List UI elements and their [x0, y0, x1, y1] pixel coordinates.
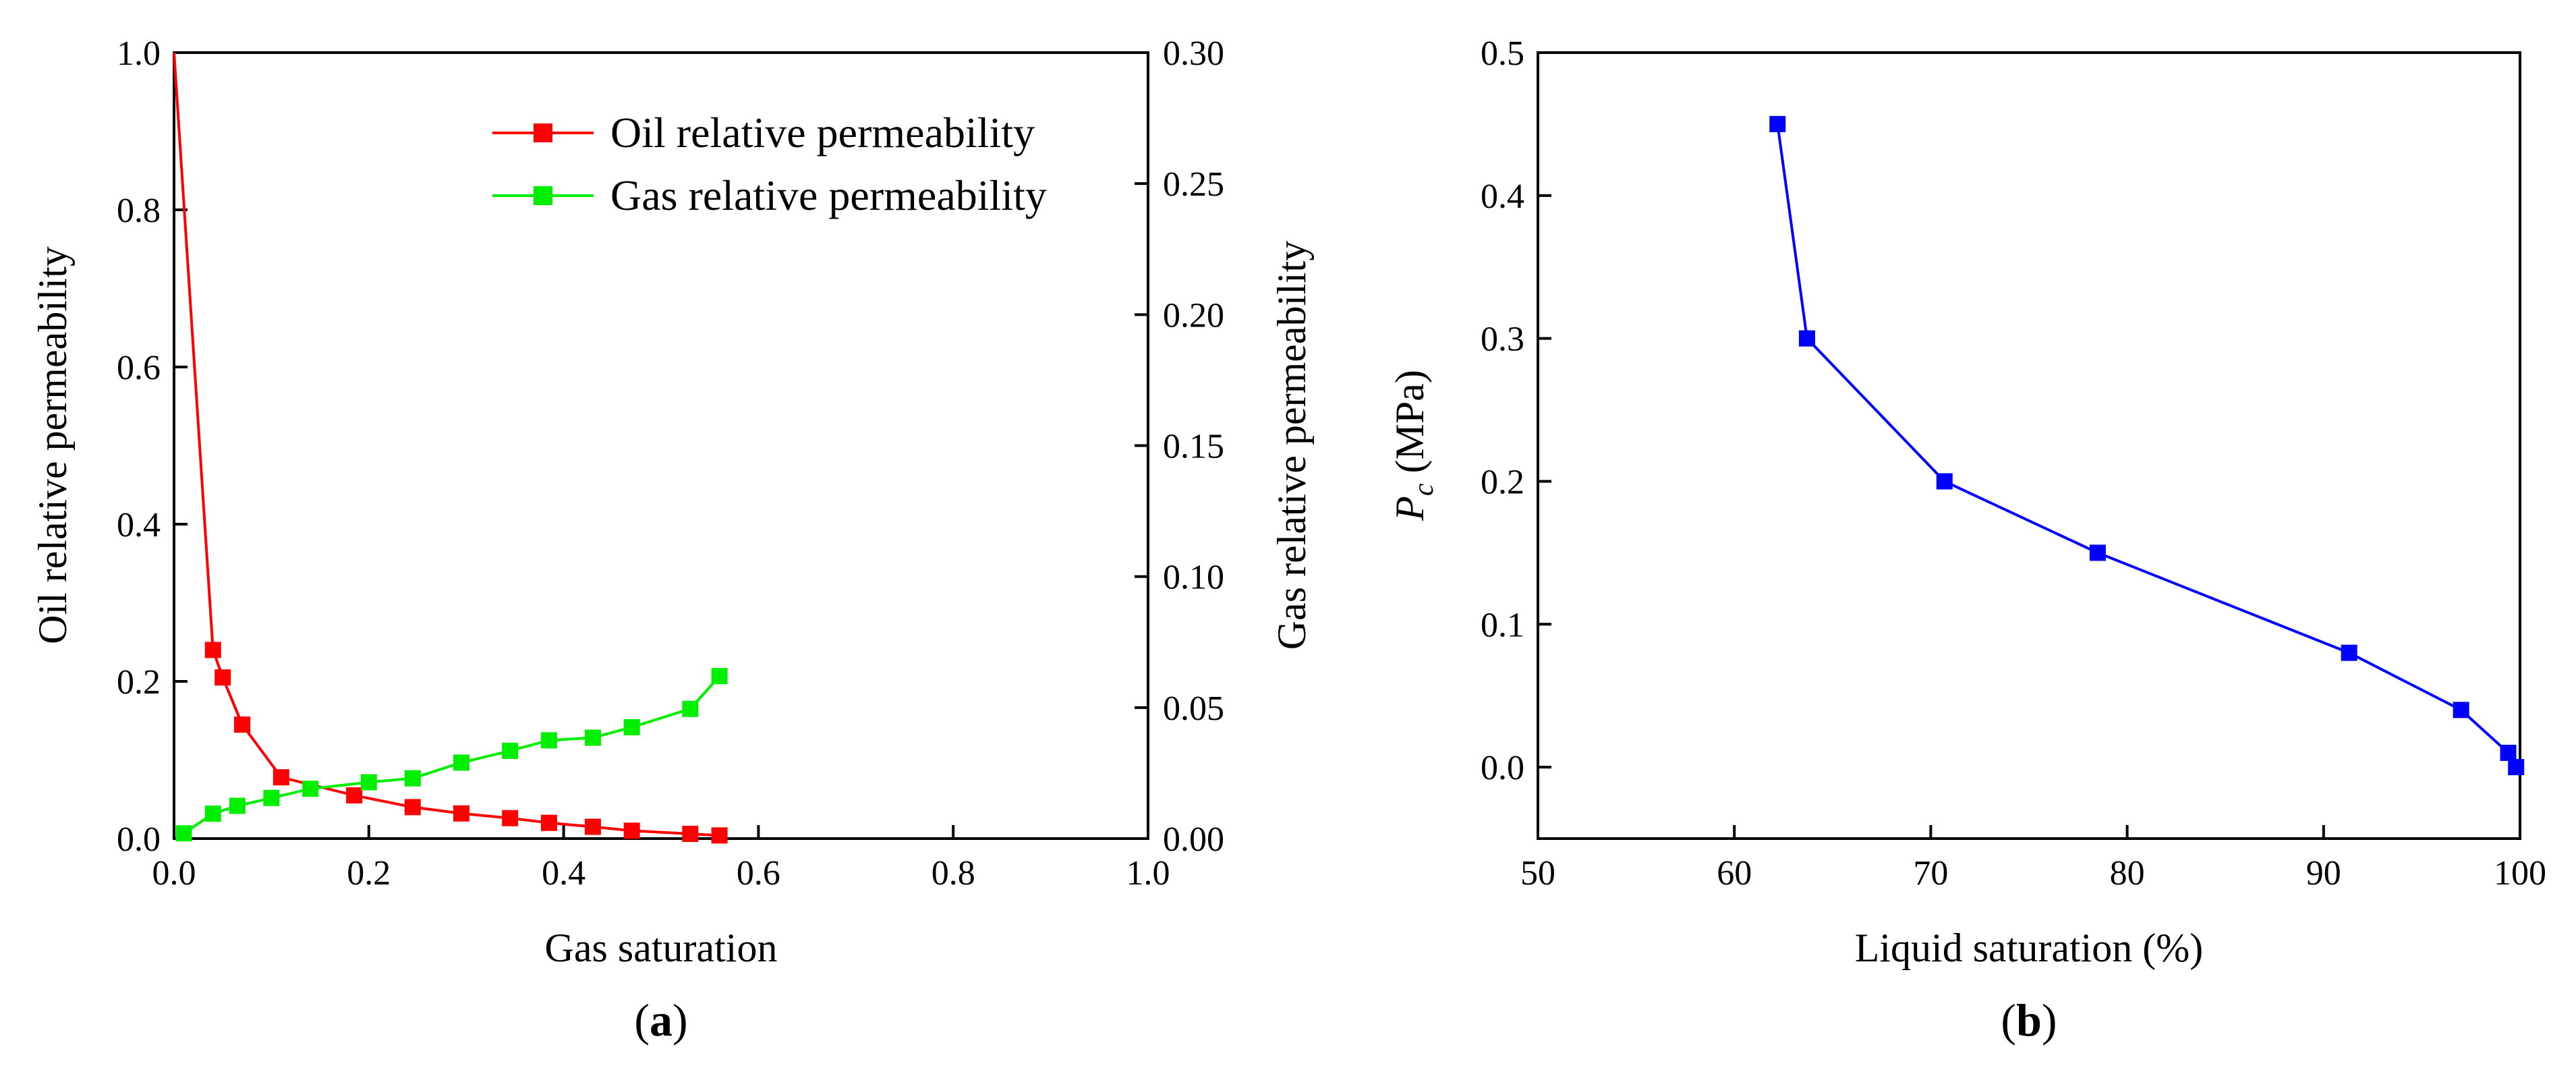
- data-point-pc: [1798, 330, 1815, 347]
- y2-tick-label-a: 0.25: [1163, 165, 1224, 204]
- data-point-oil: [273, 769, 289, 786]
- y-tick-label-b: 0.3: [1481, 320, 1524, 359]
- x-tick-label-b: 100: [2494, 854, 2546, 893]
- y-tick-label-a: 0.4: [117, 506, 161, 544]
- chart-panel-b: 50 60 70 80 90 100 0.0 0.1 0.2 0.3 0.4 0.5 Liquid …: [1387, 34, 2546, 1046]
- series-group-b: [1769, 115, 2525, 776]
- y-tick-label-a: 0.8: [117, 192, 161, 230]
- legend-a: Oil relative permeability Gas relative p…: [492, 109, 1047, 219]
- data-point-gas: [229, 797, 246, 814]
- data-point-oil: [346, 787, 363, 803]
- y-tick-label-a: 0.6: [117, 349, 161, 387]
- data-point-oil: [204, 642, 221, 658]
- x-tick-label-a: 1.0: [1126, 854, 1170, 893]
- data-point-gas: [360, 774, 377, 791]
- data-point-oil: [682, 826, 699, 843]
- y-axis-ticks-b: 0.0 0.1 0.2 0.3 0.4 0.5: [1481, 34, 1551, 787]
- x-tick-label-b: 60: [1717, 854, 1752, 893]
- data-point-oil: [502, 810, 519, 826]
- data-point-gas: [204, 806, 221, 822]
- x-axis-ticks-a: 0.0 0.2 0.4 0.6 0.8 1.0: [152, 825, 1170, 893]
- x-tick-label-b: 80: [2110, 854, 2145, 893]
- data-point-pc: [2508, 759, 2525, 776]
- data-point-oil: [623, 822, 640, 839]
- y2-axis-title-a: Gas relative permeability: [1269, 241, 1314, 650]
- y-tick-label-a: 1.0: [117, 34, 161, 73]
- y2-axis-ticks-a: 0.00 0.05 0.10 0.15 0.20 0.25 0.30: [1135, 34, 1224, 859]
- x-axis-title-b: Liquid saturation (%): [1855, 926, 2204, 970]
- y-tick-label-a: 0.0: [117, 820, 161, 859]
- x-axis-title-a: Gas saturation: [545, 926, 778, 970]
- data-point-oil: [584, 818, 601, 835]
- y-tick-label-b: 0.5: [1481, 34, 1524, 73]
- y-tick-label-b: 0.0: [1481, 749, 1524, 787]
- x-tick-label-a: 0.8: [932, 854, 975, 893]
- x-tick-label-a: 0.4: [542, 854, 585, 893]
- data-point-gas: [302, 781, 319, 797]
- panel-label-a: (a): [634, 994, 687, 1046]
- x-tick-label-b: 90: [2306, 854, 2341, 893]
- plot-frame-b: [1537, 51, 2521, 840]
- data-point-gas: [584, 729, 601, 746]
- series-line-pc: [1776, 123, 2517, 768]
- x-axis-ticks-b: 50 60 70 80 90 100: [1520, 825, 2546, 893]
- plot-frame-a: [173, 51, 1149, 840]
- data-point-gas: [540, 732, 557, 749]
- data-point-gas: [263, 789, 280, 806]
- data-point-oil: [540, 814, 557, 831]
- data-point-pc: [1936, 473, 1953, 490]
- data-point-oil: [234, 716, 251, 733]
- y2-tick-label-a: 0.05: [1163, 689, 1224, 728]
- y-axis-ticks-a: 0.0 0.2 0.4 0.6 0.8 1.0: [117, 34, 188, 859]
- data-point-oil: [404, 799, 421, 816]
- legend-label-gas: Gas relative permeability: [610, 171, 1047, 219]
- data-point-gas: [623, 718, 640, 735]
- data-point-gas: [711, 668, 728, 685]
- y2-tick-label-a: 0.00: [1163, 820, 1224, 859]
- y-tick-label-b: 0.1: [1481, 606, 1524, 644]
- data-point-gas: [682, 700, 699, 717]
- legend-marker-oil: [534, 123, 552, 142]
- data-point-gas: [175, 825, 192, 842]
- data-point-pc: [2089, 544, 2106, 561]
- y2-tick-label-a: 0.15: [1163, 428, 1224, 466]
- x-tick-label-a: 0.0: [152, 854, 196, 893]
- y-tick-label-b: 0.4: [1481, 177, 1524, 216]
- y-axis-title-b: Pc (MPa): [1387, 370, 1439, 521]
- y2-tick-label-a: 0.20: [1163, 296, 1224, 335]
- x-tick-label-a: 0.2: [347, 854, 391, 893]
- data-point-gas: [453, 754, 469, 771]
- data-point-pc: [2453, 702, 2469, 718]
- data-point-oil: [711, 827, 728, 844]
- x-tick-label-a: 0.6: [737, 854, 780, 893]
- data-point-pc: [2341, 644, 2357, 661]
- data-point-pc: [1769, 115, 1786, 132]
- y-axis-title-a: Oil relative permeability: [30, 246, 75, 644]
- y2-tick-label-a: 0.10: [1163, 559, 1224, 597]
- data-point-oil: [214, 669, 231, 686]
- legend-marker-gas: [534, 186, 552, 205]
- y2-tick-label-a: 0.30: [1163, 34, 1224, 73]
- y-tick-label-b: 0.2: [1481, 463, 1524, 501]
- x-tick-label-b: 50: [1520, 854, 1555, 893]
- y-tick-label-a: 0.2: [117, 663, 161, 702]
- data-point-gas: [404, 770, 421, 787]
- legend-label-oil: Oil relative permeability: [610, 109, 1035, 157]
- series-line-oil: [173, 52, 720, 837]
- series-group-a: [173, 52, 728, 844]
- x-tick-label-b: 70: [1913, 854, 1948, 893]
- data-point-gas: [502, 742, 519, 759]
- data-point-pc: [2500, 744, 2517, 761]
- panel-label-b: (b): [2001, 994, 2057, 1046]
- chart-panel-a: 0.0 0.2 0.4 0.6 0.8 1.0 0.0 0.2 0.4 0.6 0.8 1.0 0.…: [30, 34, 1314, 1046]
- data-point-oil: [453, 805, 469, 822]
